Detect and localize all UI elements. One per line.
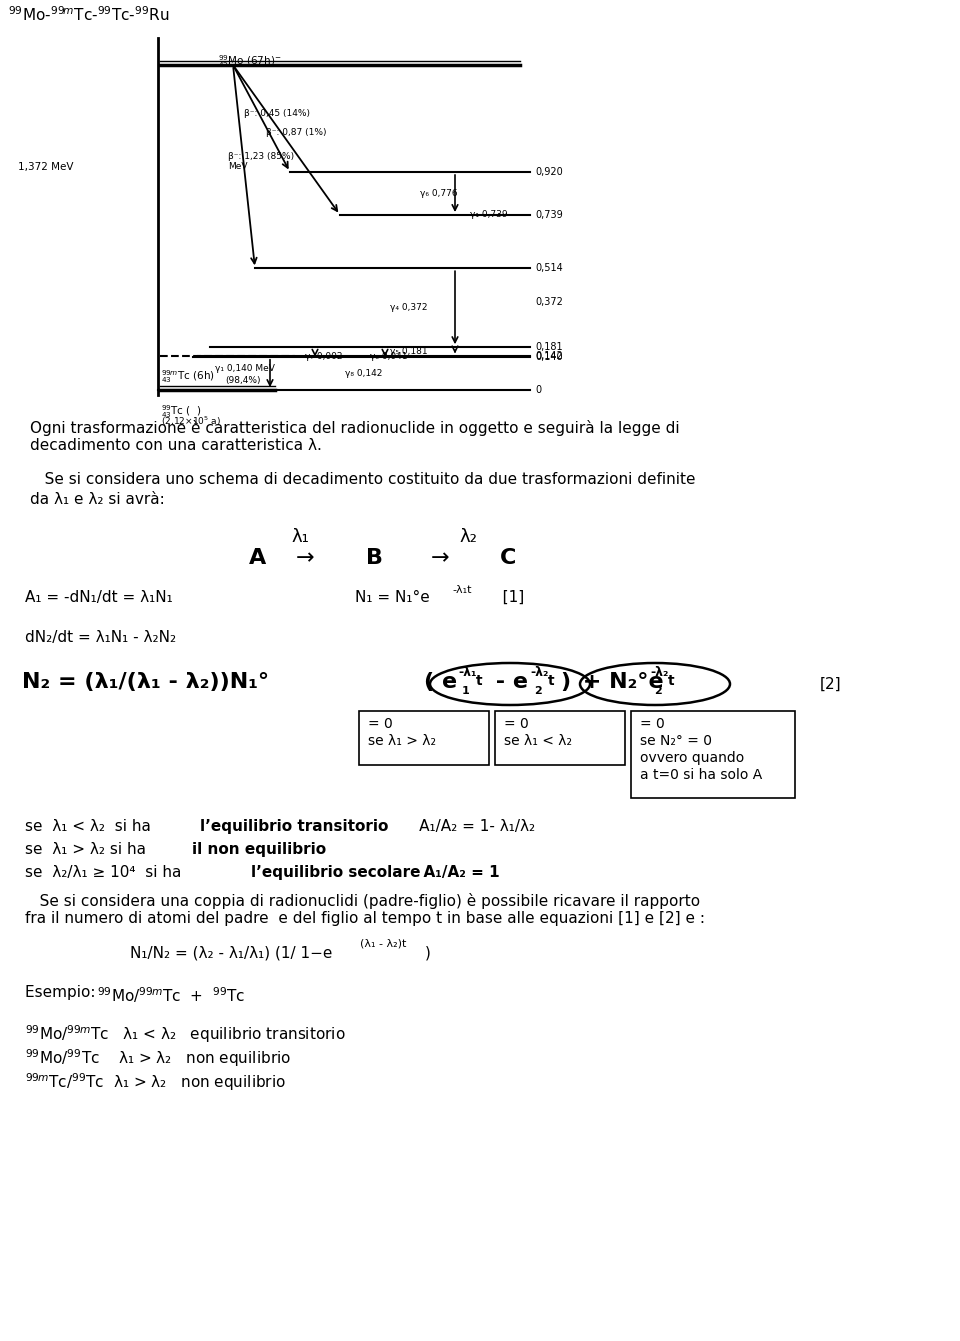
Text: γ₈ 0,142: γ₈ 0,142	[345, 369, 382, 378]
Text: a t=0 si ha solo A: a t=0 si ha solo A	[640, 768, 762, 782]
Text: = 0: = 0	[640, 717, 664, 731]
Text: Se si considera uno schema di decadimento costituito da due trasformazioni defin: Se si considera uno schema di decadiment…	[30, 472, 695, 487]
Text: γ₁ 0,739: γ₁ 0,739	[470, 211, 508, 220]
Text: A₁/A₂ = 1: A₁/A₂ = 1	[413, 865, 499, 880]
Text: 0: 0	[535, 385, 541, 396]
Text: 0,514: 0,514	[535, 263, 563, 274]
Text: l’equilibrio transitorio: l’equilibrio transitorio	[200, 819, 389, 834]
Text: $^{99m}_{43}$Tc (6h): $^{99m}_{43}$Tc (6h)	[161, 369, 215, 385]
Text: [2]: [2]	[820, 677, 842, 692]
Text: dN₂/dt = λ₁N₁ - λ₂N₂: dN₂/dt = λ₁N₁ - λ₂N₂	[25, 630, 176, 645]
Text: $^{99}$Mo-$^{99m}$Tc-$^{99}$Tc-$^{99}$Ru: $^{99}$Mo-$^{99m}$Tc-$^{99}$Tc-$^{99}$Ru	[8, 5, 170, 24]
Text: 0,372: 0,372	[535, 296, 563, 307]
Text: se N₂° = 0: se N₂° = 0	[640, 734, 712, 748]
Text: (98,4%): (98,4%)	[225, 375, 260, 385]
Text: C: C	[500, 548, 516, 569]
Text: -λ₁t: -λ₁t	[452, 585, 471, 595]
Text: 0,920: 0,920	[535, 168, 563, 177]
Text: β⁻: 0,87 (1%): β⁻: 0,87 (1%)	[266, 127, 326, 137]
Text: Esempio:: Esempio:	[25, 986, 106, 1000]
Text: 0,140: 0,140	[535, 351, 563, 362]
Text: →: →	[431, 548, 449, 569]
Text: A: A	[250, 548, 267, 569]
Text: γ₁ 0,140 MeV: γ₁ 0,140 MeV	[215, 363, 275, 373]
Text: il non equilibrio: il non equilibrio	[192, 842, 326, 857]
Text: $^{99}$Mo/$^{99m}$Tc   λ₁ < λ₂   equilibrio transitorio: $^{99}$Mo/$^{99m}$Tc λ₁ < λ₂ equilibrio …	[25, 1023, 346, 1045]
Text: 2: 2	[534, 687, 541, 696]
Text: -λ₁: -λ₁	[458, 666, 476, 679]
Text: γ₆ 0,776: γ₆ 0,776	[420, 189, 458, 198]
Text: ovvero quando: ovvero quando	[640, 751, 744, 764]
Text: γ₅ 0,181: γ₅ 0,181	[390, 347, 427, 357]
Text: ( e: ( e	[424, 672, 457, 692]
Text: t: t	[476, 675, 483, 688]
Text: 0,739: 0,739	[535, 211, 563, 220]
Text: se λ₁ > λ₂: se λ₁ > λ₂	[368, 734, 436, 748]
Text: A₁/A₂ = 1- λ₁/λ₂: A₁/A₂ = 1- λ₁/λ₂	[385, 819, 535, 834]
Text: t: t	[548, 675, 555, 688]
Text: 0,181: 0,181	[535, 342, 563, 353]
Text: →: →	[296, 548, 314, 569]
Text: 0,142: 0,142	[535, 351, 563, 361]
Text: se  λ₂/λ₁ ≥ 10⁴  si ha: se λ₂/λ₁ ≥ 10⁴ si ha	[25, 865, 196, 880]
Text: -λ₂: -λ₂	[650, 666, 668, 679]
Text: γ₄ 0,372: γ₄ 0,372	[390, 303, 427, 312]
Text: = 0: = 0	[368, 717, 393, 731]
Text: - e: - e	[488, 672, 528, 692]
Text: N₁/N₂ = (λ₂ - λ₁/λ₁) (1/ 1−e: N₁/N₂ = (λ₂ - λ₁/λ₁) (1/ 1−e	[130, 945, 332, 960]
Text: [1]: [1]	[488, 590, 524, 605]
Text: = 0: = 0	[504, 717, 529, 731]
Text: β⁻: 1,23 (85%): β⁻: 1,23 (85%)	[228, 152, 294, 161]
Text: ): )	[560, 672, 570, 692]
Text: se  λ₁ > λ₂ si ha: se λ₁ > λ₂ si ha	[25, 842, 151, 857]
Text: $^{99m}$Tc/$^{99}$Tc  λ₁ > λ₂   non equilibrio: $^{99m}$Tc/$^{99}$Tc λ₁ > λ₂ non equilib…	[25, 1071, 286, 1093]
Text: 2: 2	[654, 687, 661, 696]
Text: 1: 1	[462, 687, 469, 696]
Text: -λ₂: -λ₂	[530, 666, 548, 679]
Text: N₂ = (λ₁/(λ₁ - λ₂))N₁°: N₂ = (λ₁/(λ₁ - λ₂))N₁°	[22, 672, 269, 692]
Text: se λ₁ < λ₂: se λ₁ < λ₂	[504, 734, 572, 748]
Text: MeV: MeV	[228, 162, 248, 170]
Text: N₁ = N₁°e: N₁ = N₁°e	[355, 590, 430, 605]
Text: (2,12×10$^5$ a): (2,12×10$^5$ a)	[161, 414, 221, 428]
Text: + N₂°e: + N₂°e	[575, 672, 663, 692]
Text: A₁ = -dN₁/dt = λ₁N₁: A₁ = -dN₁/dt = λ₁N₁	[25, 590, 173, 605]
Text: $^{99}$Mo/$^{99}$Tc    λ₁ > λ₂   non equilibrio: $^{99}$Mo/$^{99}$Tc λ₁ > λ₂ non equilibr…	[25, 1047, 291, 1069]
Text: B: B	[367, 548, 383, 569]
Text: Ogni trasformazione è caratteristica del radionuclide in oggetto e seguirà la le: Ogni trasformazione è caratteristica del…	[30, 420, 680, 453]
Text: t: t	[668, 675, 675, 688]
Text: λ₁: λ₁	[291, 528, 309, 546]
Text: λ₂: λ₂	[459, 528, 477, 546]
Text: da λ₁ e λ₂ si avrà:: da λ₁ e λ₂ si avrà:	[30, 492, 165, 507]
Text: (λ₁ - λ₂)t: (λ₁ - λ₂)t	[360, 939, 406, 949]
Text: $^{99}_{42}$Mo (67h)$^{-}$: $^{99}_{42}$Mo (67h)$^{-}$	[218, 54, 281, 70]
Text: γ₈ 0,041: γ₈ 0,041	[370, 353, 407, 361]
Text: l’equilibrio secolare: l’equilibrio secolare	[251, 865, 420, 880]
Text: Se si considera una coppia di radionuclidi (padre-figlio) è possibile ricavare i: Se si considera una coppia di radionucli…	[25, 893, 705, 927]
Text: se  λ₁ < λ₂  si ha: se λ₁ < λ₂ si ha	[25, 819, 156, 834]
Text: 1,372 MeV: 1,372 MeV	[18, 162, 74, 172]
Text: $^{99}_{43}$Tc (  ): $^{99}_{43}$Tc ( )	[161, 404, 202, 420]
Text: γ₇ 0,002: γ₇ 0,002	[305, 353, 343, 361]
Text: β⁻: 0,45 (14%): β⁻: 0,45 (14%)	[244, 109, 310, 118]
Text: $^{99}$Mo/$^{99m}$Tc  +  $^{99}$Tc: $^{99}$Mo/$^{99m}$Tc + $^{99}$Tc	[97, 986, 246, 1004]
Text: ): )	[425, 945, 431, 960]
